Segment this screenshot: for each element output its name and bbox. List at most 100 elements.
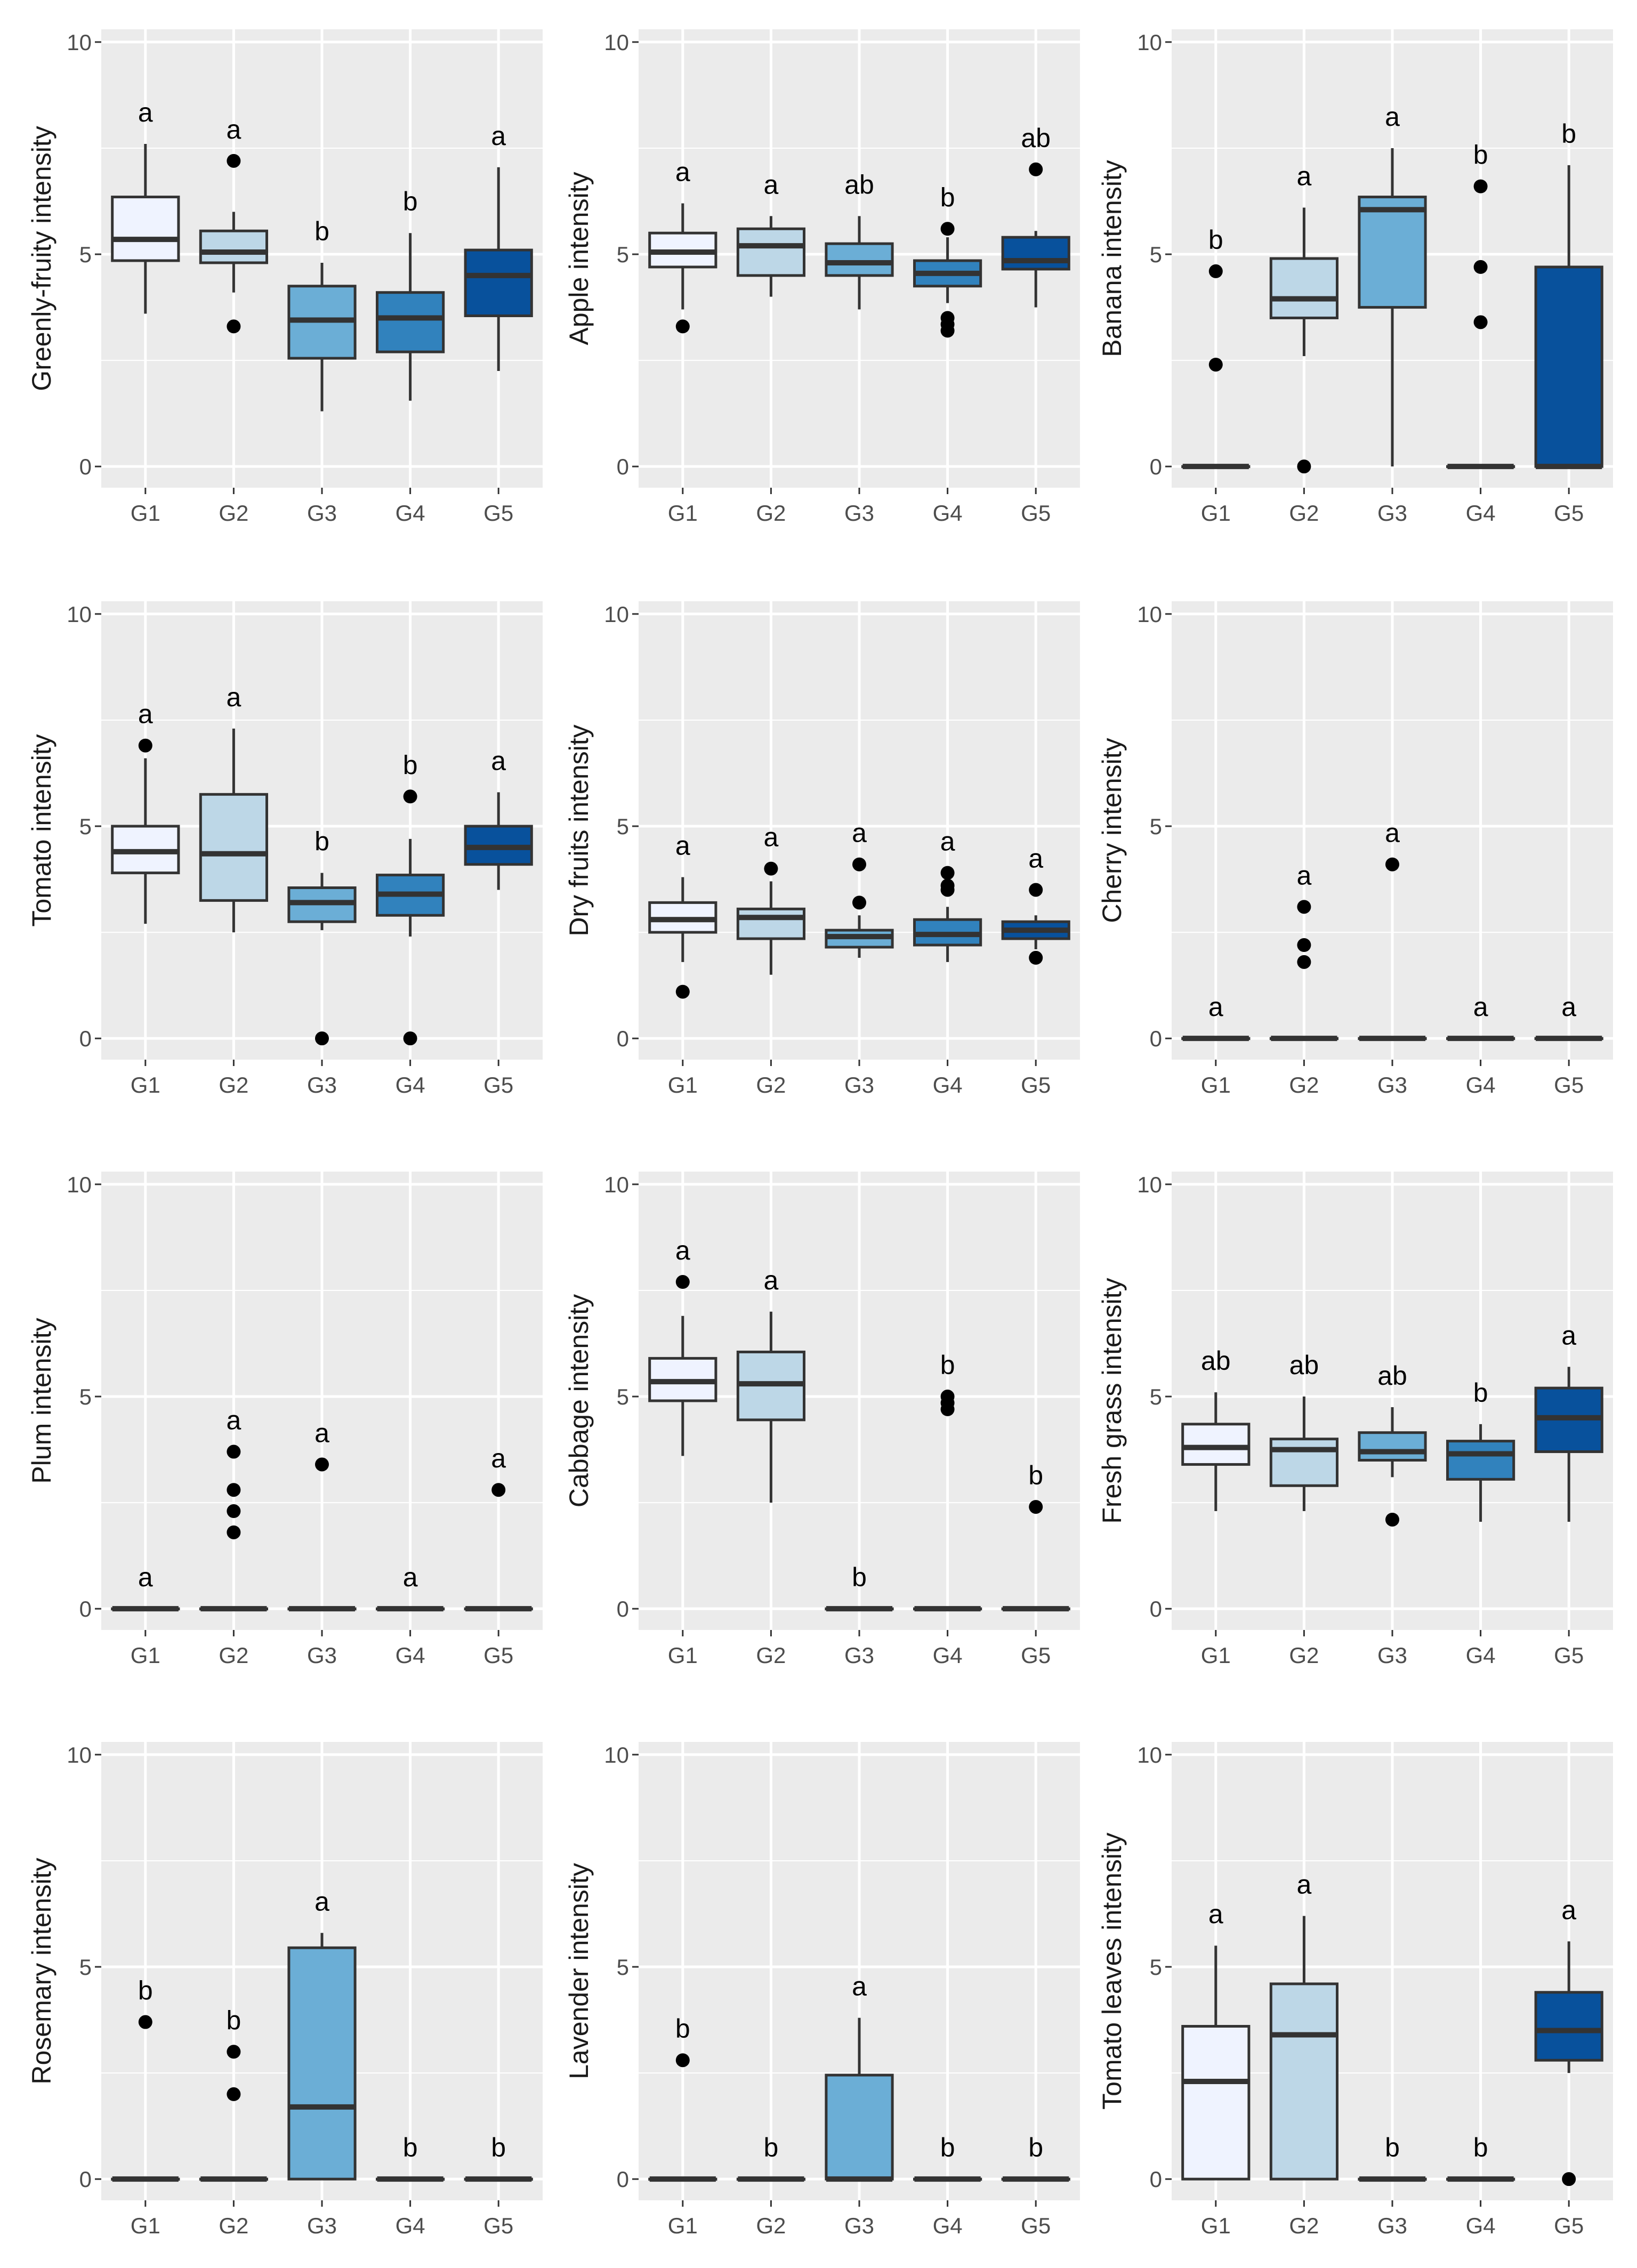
outlier-point bbox=[227, 2087, 241, 2101]
y-tick-label: 10 bbox=[67, 30, 92, 55]
significance-letter: b bbox=[315, 216, 329, 246]
x-tick-label: G5 bbox=[483, 2213, 513, 2238]
significance-letter: a bbox=[491, 1443, 506, 1473]
box-body bbox=[199, 229, 268, 264]
x-tick-label: G1 bbox=[131, 501, 160, 526]
significance-letter: a bbox=[852, 1972, 867, 2001]
outlier-point bbox=[1473, 179, 1488, 193]
y-tick-label: 0 bbox=[1150, 2167, 1162, 2192]
x-tick-label: G4 bbox=[1466, 1072, 1496, 1097]
box-body bbox=[1269, 1438, 1339, 1487]
significance-letter: a bbox=[940, 827, 955, 857]
y-tick-label: 10 bbox=[1137, 602, 1162, 627]
outlier-point bbox=[675, 2053, 690, 2068]
x-tick-label: G2 bbox=[1289, 2213, 1319, 2238]
outlier-point bbox=[675, 319, 690, 334]
significance-letter: a bbox=[763, 1265, 778, 1295]
x-tick-label: G3 bbox=[307, 1643, 337, 1668]
significance-letter: a bbox=[315, 1418, 329, 1448]
y-tick-label: 10 bbox=[604, 1172, 629, 1197]
significance-letter: a bbox=[1028, 843, 1043, 873]
x-tick-label: G2 bbox=[1289, 501, 1319, 526]
x-tick-label: G4 bbox=[396, 1643, 425, 1668]
outlier-point bbox=[315, 1457, 329, 1472]
outlier-point bbox=[1297, 900, 1311, 914]
x-tick-label: G4 bbox=[396, 2213, 425, 2238]
significance-letter: b bbox=[940, 1350, 955, 1380]
y-axis-label: Cherry intensity bbox=[1097, 738, 1127, 923]
outlier-point bbox=[403, 1031, 417, 1046]
x-tick-label: G1 bbox=[668, 1643, 698, 1668]
y-tick-label: 5 bbox=[1150, 1384, 1162, 1409]
box-body bbox=[1181, 2025, 1251, 2181]
y-tick-label: 5 bbox=[79, 814, 92, 839]
significance-letter: b bbox=[1561, 119, 1576, 149]
box-body bbox=[1181, 1423, 1251, 1466]
significance-letter: b bbox=[1208, 225, 1223, 255]
significance-letter: b bbox=[138, 1976, 153, 2006]
significance-letter: b bbox=[1473, 2133, 1488, 2162]
chart-panel: 0 5 10 G1 G2 G3 G4 G5 Cabbage intensity a a b b b bbox=[564, 1172, 1080, 1668]
significance-letter: a bbox=[1385, 818, 1400, 848]
box-body bbox=[1446, 1440, 1515, 1481]
significance-letter: b bbox=[403, 750, 418, 780]
outlier-point bbox=[1385, 857, 1399, 871]
x-tick-label: G1 bbox=[1201, 1072, 1231, 1097]
significance-letter: b bbox=[315, 827, 329, 857]
x-tick-label: G3 bbox=[1377, 2213, 1407, 2238]
y-tick-label: 0 bbox=[617, 454, 629, 479]
x-tick-label: G3 bbox=[844, 2213, 874, 2238]
outlier-point bbox=[491, 1483, 506, 1497]
x-tick-label: G1 bbox=[1201, 1643, 1231, 1668]
y-axis-label: Cabbage intensity bbox=[564, 1294, 594, 1507]
y-tick-label: 5 bbox=[617, 242, 629, 267]
box-body bbox=[376, 291, 445, 353]
x-tick-label: G1 bbox=[668, 501, 698, 526]
x-tick-label: G1 bbox=[131, 2213, 160, 2238]
significance-letter: a bbox=[1208, 1899, 1223, 1929]
y-tick-label: 10 bbox=[604, 602, 629, 627]
y-tick-label: 5 bbox=[79, 242, 92, 267]
y-axis-label: Lavender intensity bbox=[564, 1863, 594, 2079]
significance-letter: b bbox=[940, 182, 955, 212]
chart-panel: 0 5 10 G1 G2 G3 G4 G5 Greenly-fruity intensity a a… bbox=[27, 29, 543, 526]
x-tick-label: G1 bbox=[1201, 2213, 1231, 2238]
outlier-point bbox=[1297, 459, 1311, 474]
x-tick-label: G3 bbox=[844, 1643, 874, 1668]
x-tick-label: G5 bbox=[1554, 501, 1584, 526]
outlier-point bbox=[1029, 1500, 1043, 1514]
outlier-point bbox=[227, 1483, 241, 1497]
x-tick-label: G2 bbox=[219, 2213, 248, 2238]
x-tick-label: G4 bbox=[1466, 501, 1496, 526]
x-tick-label: G5 bbox=[1021, 2213, 1051, 2238]
significance-letter: b bbox=[763, 2133, 778, 2162]
outlier-point bbox=[403, 789, 417, 804]
chart-panel: 0 5 10 G1 G2 G3 G4 G5 Cherry intensity a a a a a bbox=[1097, 601, 1613, 1097]
y-axis-label: Apple intensity bbox=[564, 172, 594, 345]
box-body bbox=[1534, 1991, 1603, 2062]
y-tick-label: 0 bbox=[79, 454, 92, 479]
outlier-point bbox=[852, 857, 866, 871]
significance-letter: a bbox=[1561, 1320, 1576, 1350]
x-tick-label: G5 bbox=[1554, 2213, 1584, 2238]
significance-letter: ab bbox=[1201, 1346, 1231, 1376]
x-tick-label: G4 bbox=[933, 2213, 963, 2238]
y-axis-label: Tomato leaves intensity bbox=[1097, 1833, 1127, 2110]
significance-letter: a bbox=[1296, 1869, 1311, 1899]
chart-panel: 0 5 10 G1 G2 G3 G4 G5 Tomato leaves intensity a a b… bbox=[1097, 1742, 1613, 2238]
significance-letter: a bbox=[491, 746, 506, 776]
x-tick-label: G3 bbox=[1377, 501, 1407, 526]
x-tick-label: G4 bbox=[1466, 1643, 1496, 1668]
x-tick-label: G2 bbox=[756, 2213, 786, 2238]
significance-letter: ab bbox=[1289, 1350, 1319, 1380]
significance-letter: a bbox=[315, 1886, 329, 1916]
y-tick-label: 0 bbox=[1150, 1026, 1162, 1051]
chart-panel: 0 5 10 G1 G2 G3 G4 G5 Rosemary intensity b b a b b bbox=[27, 1742, 543, 2238]
y-axis-label: Dry fruits intensity bbox=[564, 724, 594, 936]
y-tick-label: 0 bbox=[1150, 1596, 1162, 1621]
box-body bbox=[736, 907, 806, 940]
outlier-point bbox=[940, 324, 955, 338]
box-body bbox=[464, 248, 533, 317]
